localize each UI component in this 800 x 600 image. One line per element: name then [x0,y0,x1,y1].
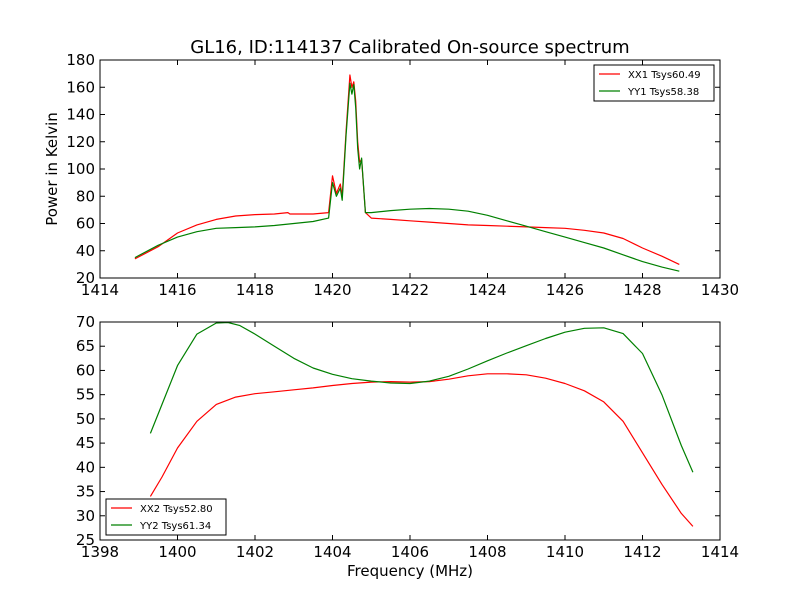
top-y-tick-label: 60 [76,215,95,233]
bottom-chart-axes: 1398 1400 1402 1404 1406 1408 1410 1412 1414 25 30… [76,313,739,561]
top-chart-frame [99,59,721,279]
bottom-x-tick-label: 1402 [236,543,274,561]
bottom-legend-label-yy2: YY2 Tsys61.34 [139,521,211,532]
top-x-tick-label: 1416 [158,281,196,299]
top-y-tick-label: 80 [76,187,95,205]
top-y-tick-label: 20 [76,269,95,287]
bottom-x-tick-label: 1412 [623,543,661,561]
top-chart-plot-area [134,74,680,272]
bottom-y-tick-label: 55 [76,386,95,404]
bottom-x-tick-label: 1398 [81,543,119,561]
top-x-tick-label: 1426 [546,281,584,299]
bottom-chart-frame [99,321,721,541]
top-chart: GL16, ID:114137 Calibrated On-source spe… [43,37,739,299]
bottom-y-tick-label: 30 [76,507,95,525]
bottom-chart-legend: XX2 Tsys52.80 YY2 Tsys61.34 [105,498,227,536]
bottom-y-tick-label: 35 [76,483,95,501]
top-legend-box [593,64,715,102]
top-y-tick-label: 180 [66,51,95,69]
top-y-tick-label: 140 [66,106,95,124]
top-x-tick-label: 1414 [81,281,119,299]
top-x-tick-label: 1428 [623,281,661,299]
top-x-tick-label: 1420 [313,281,351,299]
top-legend-label-yy1: YY1 Tsys58.38 [627,87,699,98]
bottom-legend-label-xx2: XX2 Tsys52.80 [140,504,213,515]
bottom-x-tick-label: 1400 [158,543,196,561]
bottom-y-tick-label: 60 [76,361,95,379]
top-legend-label-xx1: XX1 Tsys60.49 [628,70,701,81]
top-y-tick-label: 160 [66,78,95,96]
top-series-line-yy1 [134,82,680,272]
top-y-tick-label: 100 [66,160,95,178]
top-y-tick-label: 120 [66,133,95,151]
bottom-chart: Frequency (MHz) 1398 1400 1402 1404 1406 1408… [76,313,739,580]
top-x-tick-label: 1418 [236,281,274,299]
bottom-x-tick-label: 1410 [546,543,584,561]
bottom-x-tick-label: 1414 [701,543,739,561]
top-chart-title: GL16, ID:114137 Calibrated On-source spe… [190,37,629,58]
top-x-tick-label: 1424 [468,281,506,299]
bottom-x-tick-label: 1408 [468,543,506,561]
top-x-tick-label: 1430 [701,281,739,299]
top-y-tick-label: 40 [76,242,95,260]
bottom-y-tick-label: 45 [76,434,95,452]
top-chart-y-axis-label: Power in Kelvin [43,112,61,226]
top-chart-axes: 1414 1416 1418 1420 1422 1424 1426 1428 1430 20 40… [66,51,739,299]
bottom-chart-x-axis-label: Frequency (MHz) [347,562,473,580]
bottom-x-tick-label: 1404 [313,543,351,561]
bottom-legend-box [105,498,227,536]
bottom-y-tick-label: 40 [76,458,95,476]
top-chart-legend: XX1 Tsys60.49 YY1 Tsys58.38 [593,64,715,102]
bottom-x-tick-label: 1406 [391,543,429,561]
bottom-y-tick-label: 65 [76,337,95,355]
bottom-y-tick-label: 50 [76,410,95,428]
bottom-y-tick-label: 25 [76,531,95,549]
top-x-tick-label: 1422 [391,281,429,299]
bottom-y-tick-label: 70 [76,313,95,331]
